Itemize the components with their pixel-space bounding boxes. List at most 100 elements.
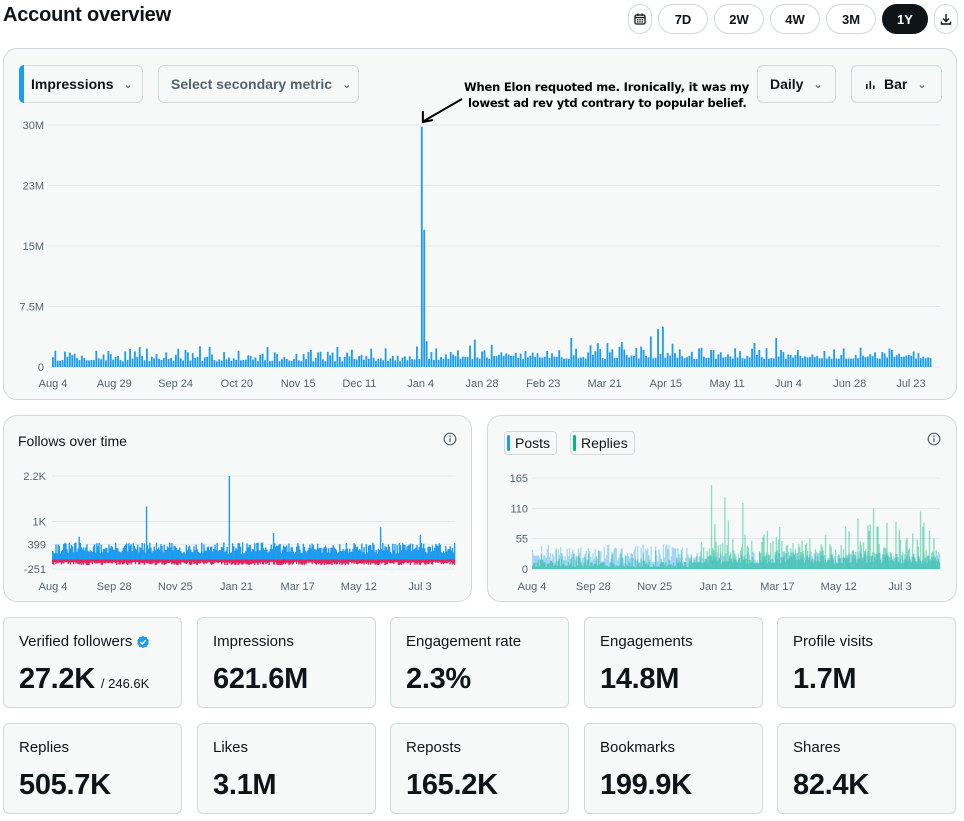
follows-bar xyxy=(307,550,309,560)
posts-bar xyxy=(723,556,725,569)
unfollows-bar xyxy=(218,559,221,563)
replies-bar xyxy=(668,559,670,569)
impressions-bar xyxy=(485,357,488,367)
unfollows-bar xyxy=(183,559,185,564)
follows-bar xyxy=(180,551,182,560)
stat-card-profile-visits[interactable]: Profile visits 1.7M xyxy=(777,617,956,708)
info-icon[interactable] xyxy=(443,432,457,446)
impressions-bar xyxy=(878,358,881,367)
range-1y-button[interactable]: 1Y xyxy=(882,4,928,34)
replies-bar xyxy=(643,560,646,569)
posts-bar xyxy=(888,557,890,569)
posts-bar xyxy=(914,557,916,569)
impressions-bar xyxy=(736,357,739,367)
posts-bar xyxy=(863,553,866,569)
impressions-bar xyxy=(244,359,247,367)
impressions-bar xyxy=(804,356,807,367)
secondary-metric-dropdown[interactable]: Select secondary metric ⌄ xyxy=(158,65,359,103)
posts-bar xyxy=(928,559,931,569)
stat-card-bookmarks[interactable]: Bookmarks 199.9K xyxy=(584,723,763,814)
unfollows-bar xyxy=(382,559,384,563)
stat-card-engagement-rate[interactable]: Engagement rate 2.3% xyxy=(390,617,569,708)
replies-bar xyxy=(581,564,583,569)
unfollows-bar xyxy=(103,559,106,564)
stat-card-replies[interactable]: Replies 505.7K xyxy=(3,723,182,814)
unfollows-bar xyxy=(345,559,348,564)
replies-bar xyxy=(633,566,636,569)
annotation-line-1: When Elon requoted me. Ironically, it wa… xyxy=(464,80,750,94)
legend-replies-toggle[interactable]: Replies xyxy=(570,431,635,455)
posts-bar xyxy=(756,560,758,569)
chart-type-dropdown[interactable]: Bar ⌄ xyxy=(851,65,942,103)
download-button[interactable] xyxy=(934,4,958,34)
range-7d-button[interactable]: 7D xyxy=(658,4,708,34)
unfollows-bar xyxy=(365,559,367,565)
stat-card-reposts[interactable]: Reposts 165.2K xyxy=(390,723,569,814)
unfollows-bar xyxy=(341,559,343,565)
follows-bar xyxy=(139,547,141,560)
legend-posts-toggle[interactable]: Posts xyxy=(504,431,558,455)
unfollows-bar xyxy=(130,559,132,565)
posts-bar xyxy=(663,557,666,569)
replies-bar xyxy=(639,566,641,569)
impressions-bar xyxy=(165,352,168,367)
posts-bar xyxy=(705,558,707,569)
replies-bar xyxy=(654,550,657,569)
replies-bar xyxy=(675,565,677,569)
stat-card-shares[interactable]: Shares 82.4K xyxy=(777,723,956,814)
posts-bar xyxy=(802,553,804,569)
info-icon[interactable] xyxy=(927,432,941,446)
replies-bar xyxy=(784,562,786,569)
stat-card-verified-followers[interactable]: Verified followers 27.2K/ 246.6K xyxy=(3,617,182,708)
arrow-head xyxy=(421,111,434,124)
impressions-bar xyxy=(659,353,662,367)
unfollows-bar xyxy=(98,559,100,563)
impressions-bar xyxy=(73,353,76,367)
stat-card-likes[interactable]: Likes 3.1M xyxy=(197,723,376,814)
posts-bar xyxy=(556,560,558,569)
stat-card-engagements[interactable]: Engagements 14.8M xyxy=(584,617,763,708)
unfollows-bar xyxy=(302,559,305,564)
posts-bar xyxy=(823,562,826,569)
unfollows-bar xyxy=(431,559,434,565)
calendar-button[interactable] xyxy=(628,4,652,34)
impressions-bar xyxy=(187,352,189,367)
replies-bar xyxy=(888,560,890,569)
posts-bar xyxy=(894,563,896,569)
impressions-bar xyxy=(833,349,835,367)
replies-bar xyxy=(730,558,733,569)
impressions-bar xyxy=(924,358,927,367)
follows-bar xyxy=(299,549,301,560)
primary-metric-dropdown[interactable]: Impressions ⌄ xyxy=(19,65,143,103)
interval-dropdown[interactable]: Daily ⌄ xyxy=(757,65,836,103)
unfollows-bar xyxy=(363,559,365,565)
unfollows-bar xyxy=(236,559,238,563)
arrow-shaft xyxy=(423,98,463,122)
range-4w-button[interactable]: 4W xyxy=(770,4,820,34)
follows-bar xyxy=(256,542,258,560)
posts-bar xyxy=(670,556,672,569)
replies-bar xyxy=(648,555,650,569)
posts-bar xyxy=(587,548,590,569)
unfollows-bar xyxy=(451,559,454,565)
posts-bar xyxy=(884,557,886,569)
unfollows-bar xyxy=(434,559,436,562)
stat-card-impressions[interactable]: Impressions 621.6M xyxy=(197,617,376,708)
range-3m-button[interactable]: 3M xyxy=(826,4,876,34)
replies-bar xyxy=(871,552,874,569)
replies-bar xyxy=(774,554,776,569)
impressions-bar xyxy=(355,359,358,367)
posts-bar xyxy=(614,547,617,569)
range-2w-button[interactable]: 2W xyxy=(714,4,764,34)
impressions-bar xyxy=(469,345,471,367)
follows-bar xyxy=(410,551,413,560)
posts-bar xyxy=(866,555,868,569)
replies-bar xyxy=(533,563,535,569)
unfollows-bar xyxy=(131,559,133,563)
unfollows-bar xyxy=(428,559,430,564)
posts-bar xyxy=(613,548,615,569)
impressions-bar xyxy=(637,358,640,367)
